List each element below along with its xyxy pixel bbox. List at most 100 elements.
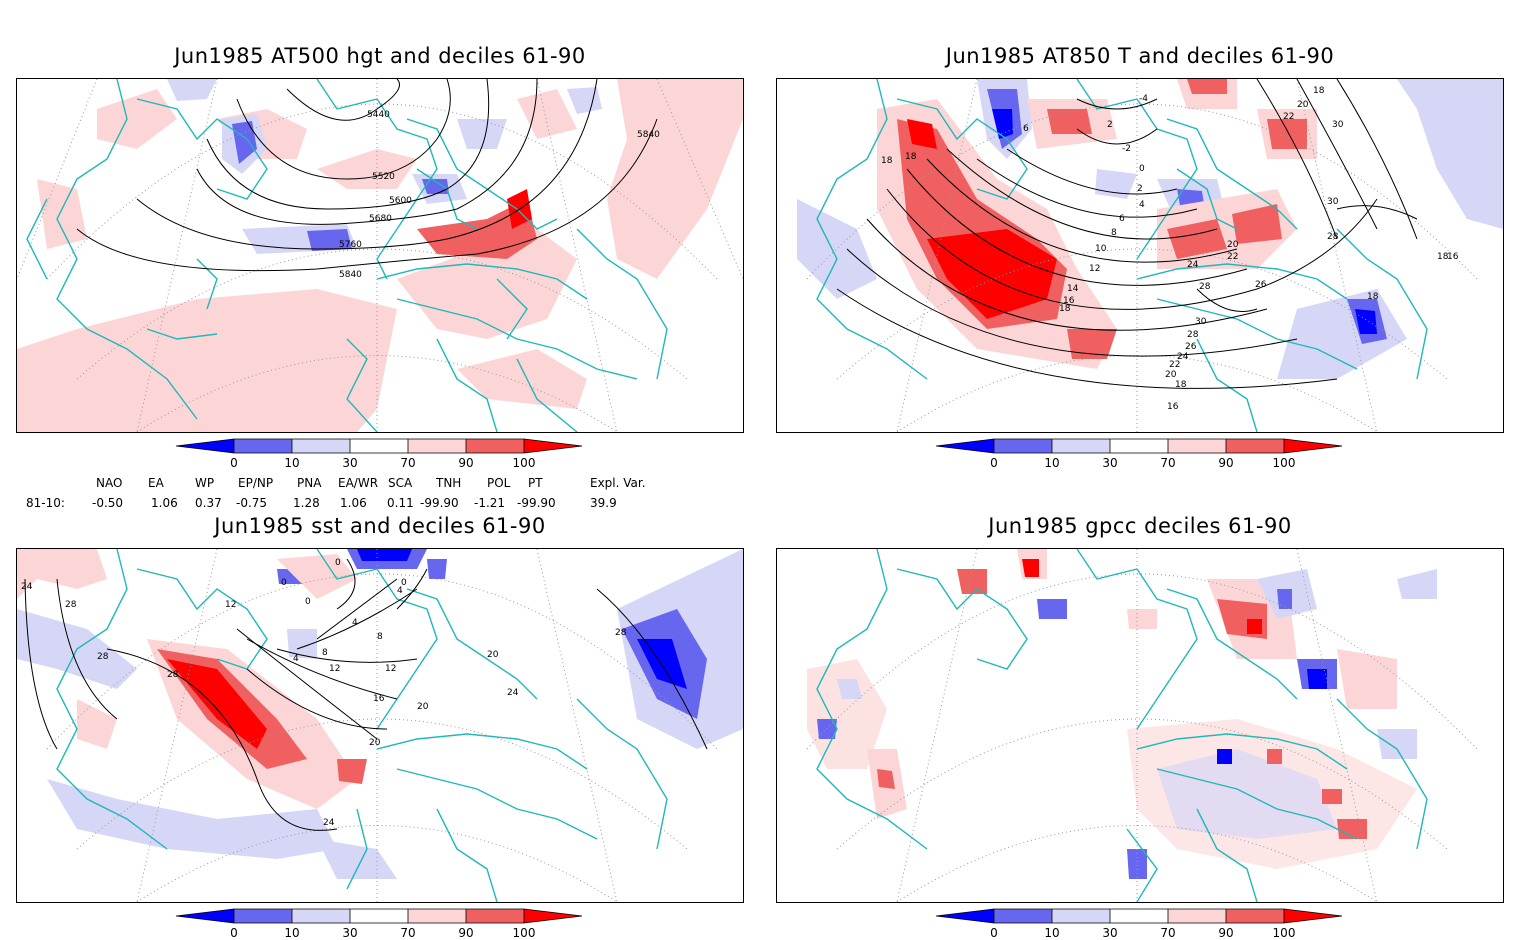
contour-label: 5840 [637,130,660,140]
index-header-pt: PT [528,476,543,490]
svg-text:28: 28 [1327,232,1339,242]
colorbar-segment [466,439,524,453]
colorbar-segment [408,439,466,453]
svg-text:8: 8 [1111,228,1117,238]
svg-text:18: 18 [905,152,917,162]
contour-label: 5840 [339,270,362,280]
index-row-label: 81-10: [26,496,65,510]
index-header-expl-var: Expl. Var. [590,476,646,490]
contour-labels-hgt500: 5440 5520 5600 5680 5760 5840 5840 [339,110,660,280]
svg-text:2: 2 [1107,120,1113,130]
colorbar-segment [234,439,292,453]
svg-text:4: 4 [352,618,358,628]
svg-text:0: 0 [335,558,341,568]
colorbar-tick-label: 70 [1160,926,1175,940]
svg-text:28: 28 [97,652,109,662]
index-value-pt: -99.90 [517,496,556,510]
colorbar-segment [292,909,350,923]
colorbar-tick-label: 90 [1218,926,1233,940]
colorbar-segment [1284,439,1342,453]
colorbar-segment [524,439,582,453]
colorbar-tick-label: 0 [990,456,998,470]
svg-text:18: 18 [1437,252,1449,262]
colorbar-segment [234,909,292,923]
panel-title-hgt500: Jun1985 AT500 hgt and deciles 61-90 [174,44,586,68]
colorbar-segment [350,439,408,453]
index-value-pna: 1.28 [293,496,320,510]
svg-text:6: 6 [1119,214,1125,224]
colorbar-tick-label: 30 [1102,456,1117,470]
svg-text:0: 0 [305,597,311,607]
colorbar-tick-label: 70 [1160,456,1175,470]
colorbar-segment [994,909,1052,923]
colorbar-tick-label: 30 [342,456,357,470]
contours-sst [24,558,708,831]
svg-text:24: 24 [21,582,33,592]
graticule-gpcc [806,549,1478,902]
map-t850: -4 -2 2 0 2 4 6 6 8 10 12 14 16 18 18 18… [797,79,1503,432]
colorbar-segment [1284,909,1342,923]
colorbar-segment [1226,909,1284,923]
index-value-wp: 0.37 [195,496,222,510]
svg-text:18: 18 [1175,380,1187,390]
index-header-eawr: EA/WR [338,476,379,490]
svg-text:0: 0 [1139,164,1145,174]
svg-text:24: 24 [507,688,519,698]
svg-text:28: 28 [615,628,627,638]
colorbar-tick-label: 10 [284,926,299,940]
colorbar-tick-label: 0 [990,926,998,940]
svg-text:20: 20 [487,650,499,660]
index-header-tnh: TNH [436,476,462,490]
contour-labels-t850: -4 -2 2 0 2 4 6 6 8 10 12 14 16 18 18 18… [881,86,1459,412]
coastlines-hgt500 [26,79,668,432]
index-value-tnh: -99.90 [420,496,459,510]
colorbar-tick-label: 0 [230,926,238,940]
teleconnection-index-table: NAO EA WP EP/NP PNA EA/WR SCA TNH POL PT… [0,474,760,514]
colorbar-segment [1226,439,1284,453]
svg-text:30: 30 [1327,197,1339,207]
svg-text:18: 18 [1059,304,1071,314]
map-panel-gpcc [776,548,1504,903]
colorbar-t850: 0 10 30 70 90 100 [935,438,1343,470]
colorbar-segment [936,909,994,923]
index-value-expl-var: 39.9 [590,496,617,510]
colorbar-tick-label: 90 [458,926,473,940]
colorbar-segment [994,439,1052,453]
index-value-sca: 0.11 [387,496,414,510]
index-header-sca: SCA [388,476,413,490]
colorbar-tick-label: 10 [1044,456,1059,470]
colorbar-tick-label: 100 [1273,926,1296,940]
svg-text:16: 16 [1167,402,1179,412]
colorbar-segment [408,909,466,923]
svg-text:20: 20 [1165,370,1177,380]
svg-text:0: 0 [281,578,287,588]
colorbar-gpcc: 0 10 30 70 90 100 [935,908,1343,940]
svg-text:-2: -2 [1122,144,1131,154]
svg-text:10: 10 [1095,244,1107,254]
svg-text:8: 8 [322,648,328,658]
colorbar-hgt500: 0 10 30 70 90 100 [175,438,583,470]
index-value-ea: 1.06 [151,496,178,510]
colorbar-segment [1168,909,1226,923]
index-header-wp: WP [195,476,215,490]
svg-text:26: 26 [1255,280,1267,290]
svg-text:28: 28 [1199,282,1211,292]
colorbar-segment [1110,909,1168,923]
colorbar-sst: 0 10 30 70 90 100 [175,908,583,940]
index-value-eawr: 1.06 [340,496,367,510]
svg-text:8: 8 [377,632,383,642]
svg-text:6: 6 [1023,124,1029,134]
contours-t850 [836,79,1418,389]
coastlines-gpcc [816,549,1428,902]
colorbar-tick-label: 100 [513,456,536,470]
colorbar-segment [1110,439,1168,453]
index-value-nao: -0.50 [92,496,124,510]
colorbar-segment [466,909,524,923]
map-panel-t850: -4 -2 2 0 2 4 6 6 8 10 12 14 16 18 18 18… [776,78,1504,433]
svg-text:12: 12 [1089,264,1100,274]
index-header-epnp: EP/NP [238,476,274,490]
svg-text:24: 24 [323,818,335,828]
panel-title-sst: Jun1985 sst and deciles 61-90 [214,514,546,538]
colorbar-segment [936,439,994,453]
colorbar-tick-label: 70 [400,926,415,940]
